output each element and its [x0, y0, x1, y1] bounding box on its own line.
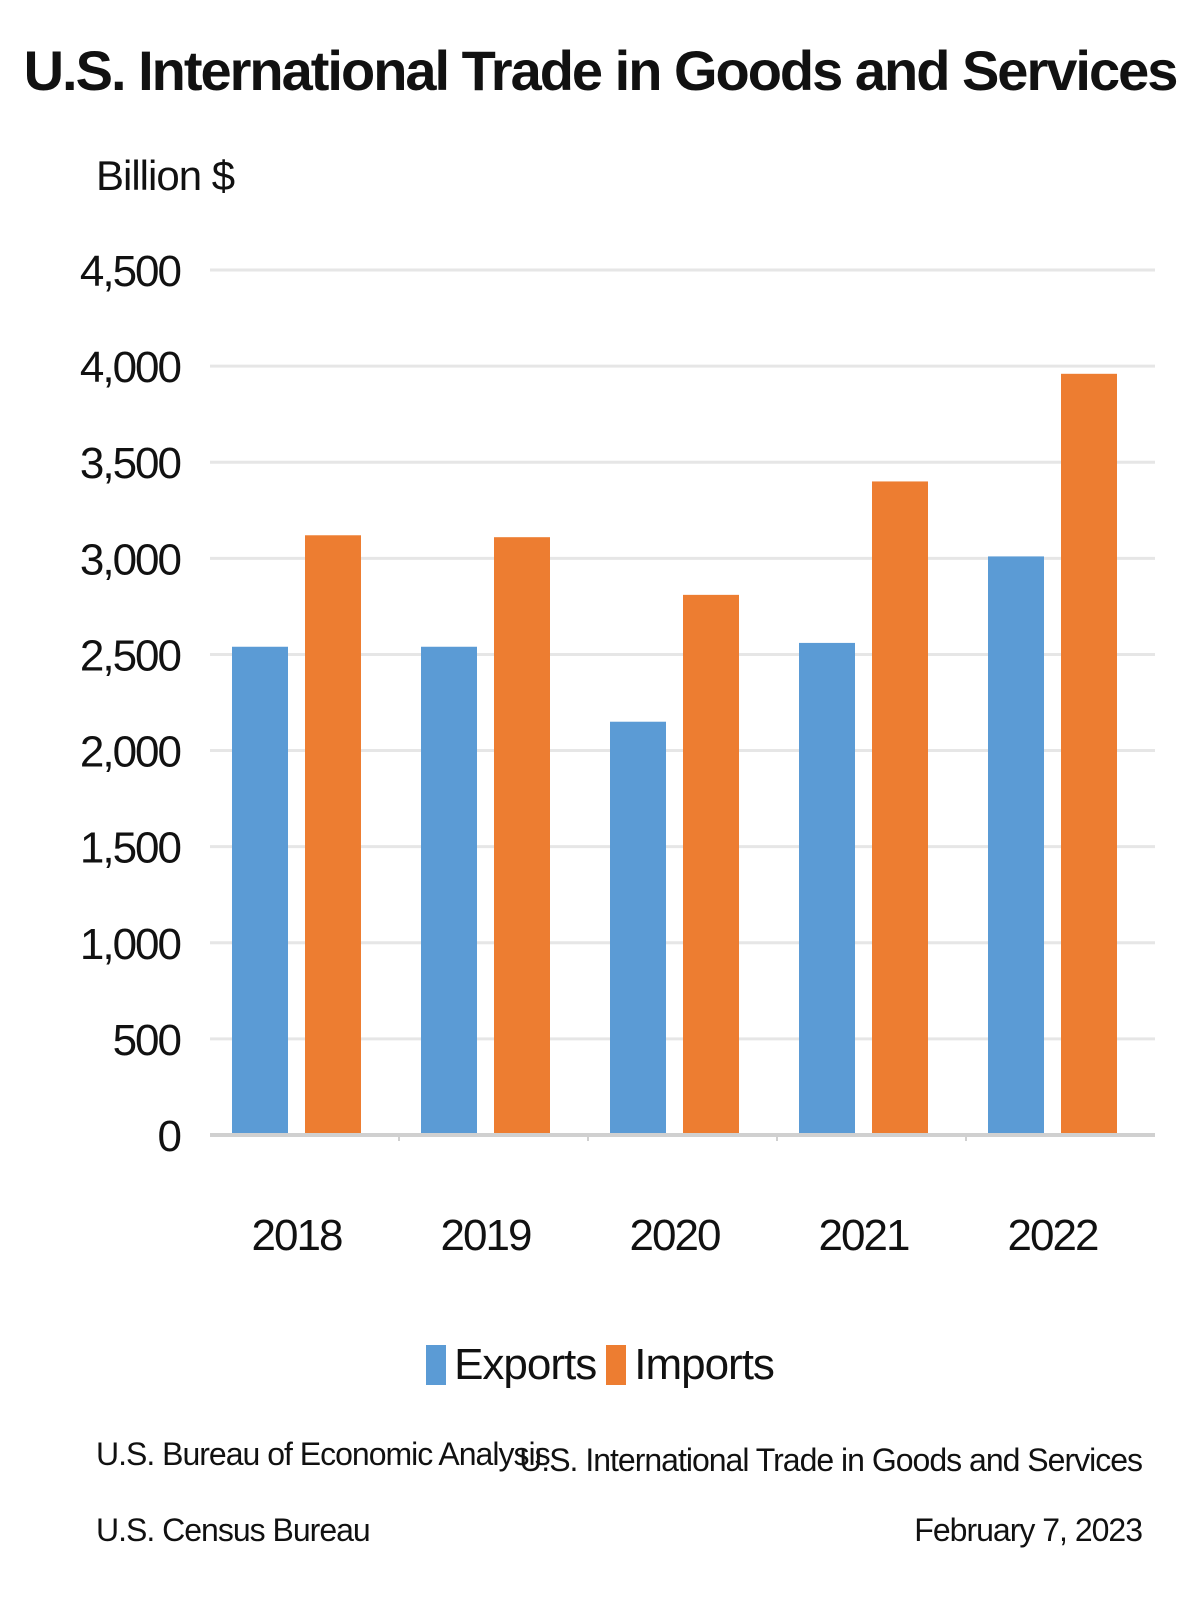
x-tick-label: 2020	[630, 1211, 720, 1260]
bar-imports-2021	[872, 481, 928, 1135]
legend-item-imports: Imports	[606, 1340, 775, 1390]
bars	[232, 373, 1117, 1135]
bar-exports-2021	[799, 642, 855, 1135]
bar-exports-2020	[610, 721, 666, 1135]
legend-item-exports: Exports	[426, 1340, 597, 1390]
x-axis-ticks: 2018 2019 2020 2021 2022	[252, 1135, 1100, 1260]
bar-exports-2019	[421, 646, 477, 1135]
bar-imports-2019	[494, 537, 550, 1135]
bar-exports-2018	[232, 646, 288, 1135]
y-axis-unit-label: Billion $	[96, 152, 235, 199]
x-tick-label: 2022	[1008, 1211, 1098, 1260]
y-tick-label: 3,000	[80, 535, 181, 584]
legend-swatch-exports	[426, 1345, 447, 1385]
y-tick-label: 500	[113, 1016, 181, 1065]
y-tick-label: 0	[158, 1112, 181, 1161]
y-axis-ticks: 0 500 1,000 1,500 2,000 2,500 3,000 3,500 4,000 4…	[80, 247, 183, 1161]
legend: Exports Imports	[0, 1340, 1200, 1390]
y-tick-label: 1,500	[80, 824, 181, 873]
y-tick-label: 2,500	[80, 631, 181, 680]
x-tick-label: 2018	[252, 1211, 342, 1260]
legend-label-exports: Exports	[454, 1340, 597, 1389]
release-title: U.S. International Trade in Goods and Se…	[519, 1442, 1143, 1478]
y-tick-label: 2,000	[80, 728, 181, 777]
bar-imports-2022	[1061, 373, 1117, 1135]
source-bea: U.S. Bureau of Economic Analysis	[96, 1436, 551, 1472]
bar-imports-2020	[683, 594, 739, 1135]
x-tick-label: 2019	[441, 1211, 531, 1260]
bar-exports-2022	[988, 556, 1044, 1135]
y-tick-label: 3,500	[80, 439, 181, 488]
source-census: U.S. Census Bureau	[96, 1512, 371, 1548]
bar-imports-2018	[305, 535, 361, 1135]
release-date: February 7, 2023	[914, 1512, 1143, 1548]
legend-swatch-imports	[606, 1345, 627, 1385]
legend-label-imports: Imports	[634, 1340, 775, 1389]
x-tick-label: 2021	[819, 1211, 909, 1260]
y-tick-label: 4,500	[80, 247, 181, 296]
y-tick-label: 1,000	[80, 920, 181, 969]
y-tick-label: 4,000	[80, 343, 181, 392]
chart-title: U.S. International Trade in Goods and Se…	[23, 39, 1179, 102]
